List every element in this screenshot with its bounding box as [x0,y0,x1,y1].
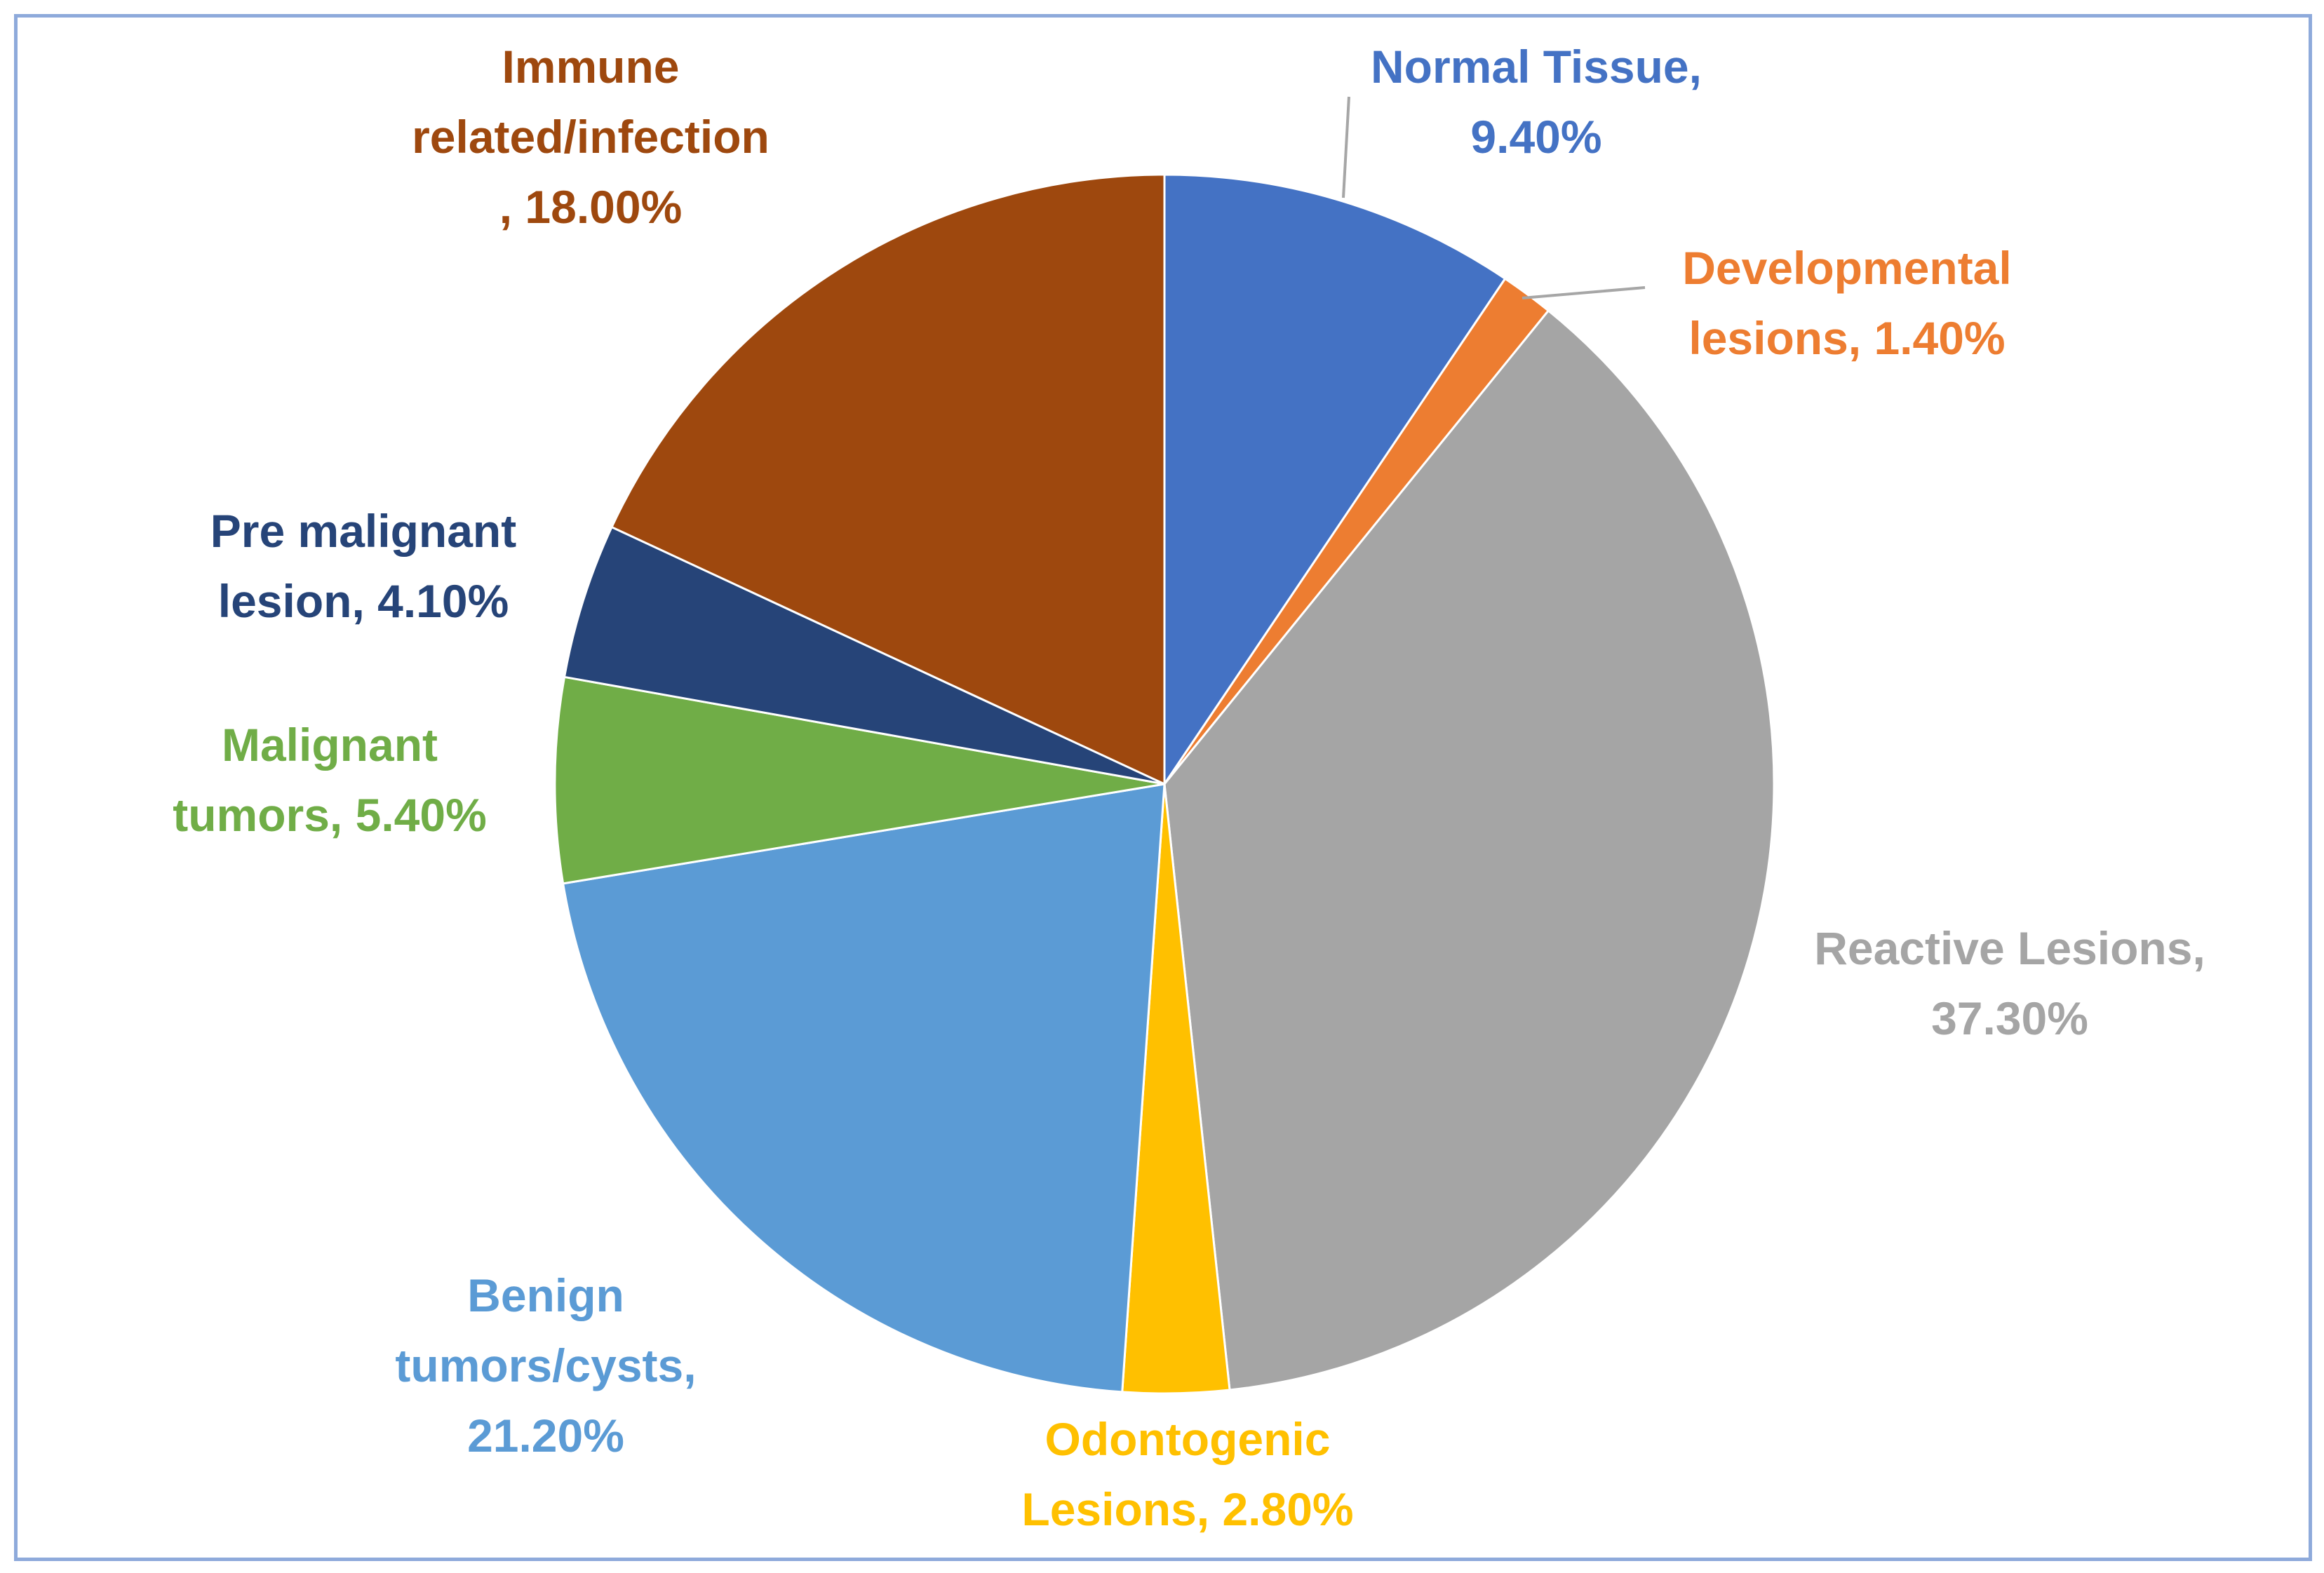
data-label-line: Normal Tissue, [1371,41,1702,93]
data-label-line: tumors, 5.40% [173,789,487,841]
data-label-line: tumors/cysts, [395,1339,696,1391]
data-label-line: lesions, 1.40% [1688,312,2005,364]
pie-slice-malignant-tumors [553,675,1165,885]
data-label-line: 9.40% [1470,111,1601,163]
data-label-benign-tumors-cysts: Benign tumors/cysts, 21.20% [395,1269,696,1461]
data-label-line: lesion, 4.10% [218,575,509,627]
data-label-line: 21.20% [467,1410,624,1461]
pie-slice-reactive-lesions [1163,309,1775,1391]
pie-slice-pre-malignant-lesion [563,525,1165,785]
pie-slices [553,173,1775,1395]
data-label-line: Immune [502,41,679,93]
data-label-line: Developmental [1682,242,2011,294]
data-label-line: , 18.00% [499,181,683,233]
data-label-line: related/infection [412,111,770,163]
pie-slice-benign-tumors-cysts [561,783,1166,1393]
data-label-normal-tissue: Normal Tissue, 9.40% [1371,41,1702,163]
data-label-odontogenic-lesions: Odontogenic Lesions, 2.80% [1021,1413,1353,1535]
leader-line [1342,96,1350,198]
data-label-line: Reactive Lesions, [1814,922,2205,974]
data-label-line: Lesions, 2.80% [1021,1483,1353,1535]
pie-slice-immune-related-infection [610,173,1166,786]
slice-labels: Normal Tissue, 9.40% Developmental lesions,… [173,41,2205,1535]
data-label-malignant-tumors: Malignant tumors, 5.40% [173,719,487,841]
data-label-line: Benign [467,1269,624,1321]
data-label-immune-related-infection: Immune related/infection , 18.00% [412,41,770,233]
data-label-line: Malignant [222,719,438,771]
data-label-line: Odontogenic [1045,1413,1331,1465]
data-label-line: Pre malignant [210,505,516,557]
leader-lines [1342,96,1646,299]
data-label-line: 37.30% [1931,992,2088,1044]
data-label-developmental-lesions: Developmental lesions, 1.40% [1682,242,2011,364]
data-label-pre-malignant-lesion: Pre malignant lesion, 4.10% [210,505,516,627]
leader-line [1522,286,1646,299]
data-label-reactive-lesions: Reactive Lesions, 37.30% [1814,922,2205,1044]
pie-slice-normal-tissue [1163,173,1507,788]
